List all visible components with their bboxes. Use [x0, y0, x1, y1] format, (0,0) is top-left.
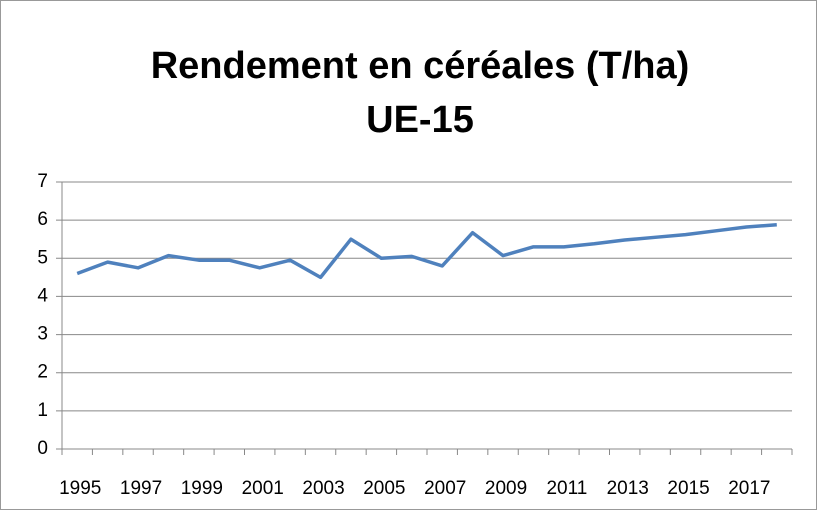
y-tick-label: 3 [37, 324, 48, 345]
y-tick-label: 6 [37, 209, 48, 230]
y-tick-label: 7 [37, 171, 48, 192]
chart-subtitle: UE-15 [366, 99, 474, 141]
x-tick-label: 2017 [728, 478, 770, 499]
x-tick-label: 2001 [242, 478, 284, 499]
x-tick-label: 2013 [607, 478, 649, 499]
x-tick-label: 2009 [485, 478, 527, 499]
y-tick-label: 1 [37, 400, 48, 421]
y-tick-label: 0 [37, 438, 48, 459]
y-tick-label: 4 [37, 285, 48, 306]
x-tick-label: 2015 [667, 478, 709, 499]
x-tick-label: 2003 [302, 478, 344, 499]
x-tick-label: 1999 [181, 478, 223, 499]
y-tick-label: 2 [37, 362, 48, 383]
x-tick-label: 1995 [59, 478, 101, 499]
data-line [76, 222, 777, 280]
x-tick-label: 1997 [120, 478, 162, 499]
chart-title: Rendement en céréales (T/ha) [151, 45, 690, 87]
x-tick-label: 2005 [363, 478, 405, 499]
x-tick-label: 2011 [546, 478, 587, 499]
x-tick-label: 2007 [424, 478, 466, 499]
y-tick-label: 5 [37, 247, 48, 268]
